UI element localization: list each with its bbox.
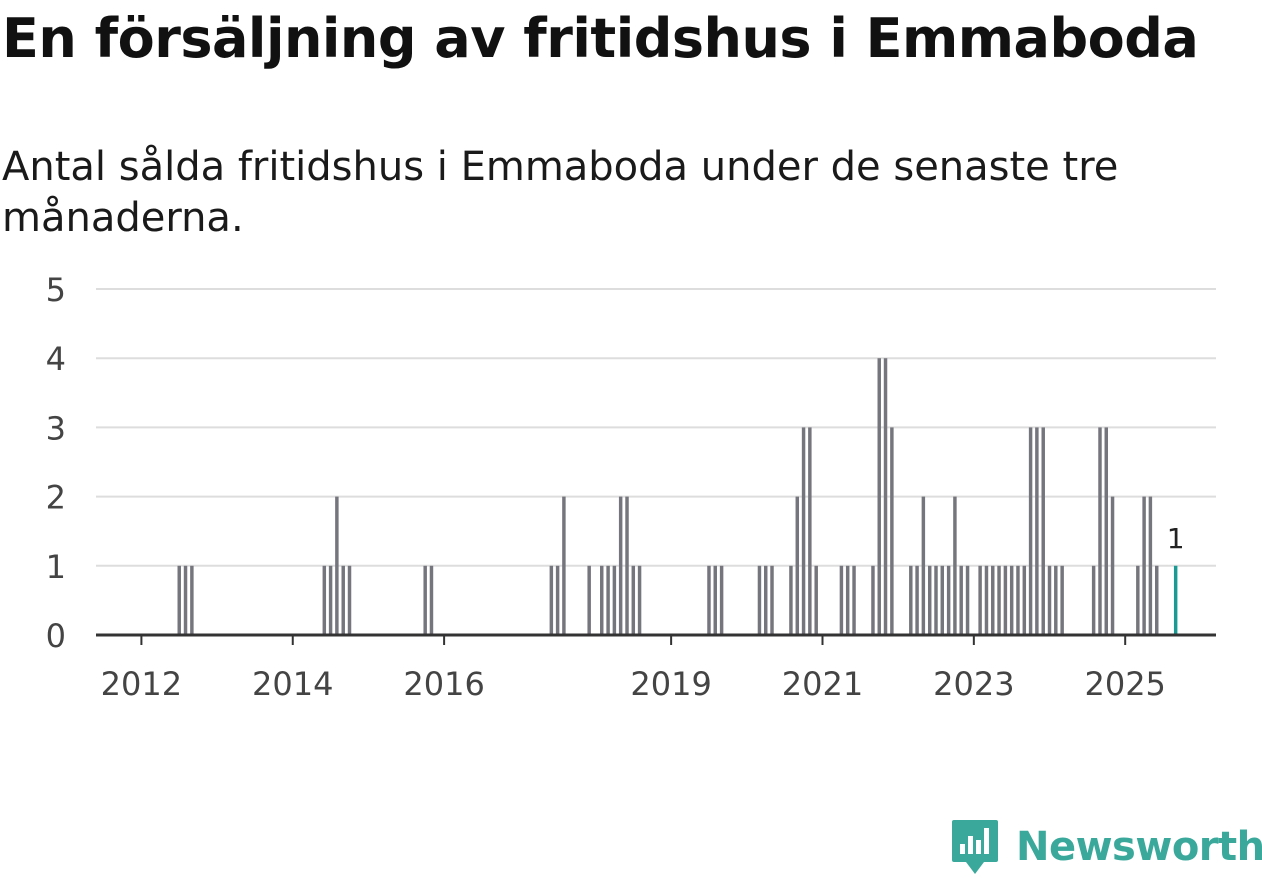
bar — [707, 565, 711, 635]
bar — [1098, 427, 1102, 635]
bar — [915, 565, 919, 635]
bar — [946, 565, 951, 635]
bar — [1060, 565, 1064, 635]
x-tick-label: 2023 — [933, 665, 1014, 700]
newsworthy-logo-icon — [952, 820, 998, 874]
x-tick-label: 2014 — [252, 665, 333, 700]
bar — [883, 358, 888, 635]
bar — [322, 565, 327, 635]
bar — [631, 565, 636, 635]
bar — [959, 565, 963, 635]
bar — [757, 565, 762, 635]
bar — [921, 496, 926, 635]
bar — [839, 565, 844, 635]
bar — [871, 565, 875, 635]
bar — [335, 496, 339, 635]
bar — [1041, 427, 1045, 635]
bar — [177, 565, 181, 635]
bar — [713, 565, 717, 635]
bar — [625, 496, 629, 635]
bar — [1016, 565, 1020, 635]
bar — [1054, 565, 1058, 635]
bar — [991, 565, 995, 635]
bar-latest — [1173, 565, 1178, 635]
chart-subtitle: Antal sålda fritidshus i Emmaboda under … — [2, 144, 1119, 241]
bar — [814, 565, 818, 635]
bar — [637, 565, 642, 635]
bar — [978, 565, 982, 635]
bar — [789, 565, 793, 635]
bar — [877, 358, 881, 635]
bar — [808, 427, 812, 635]
y-axis-labels: 0 1 2 3 4 5 — [46, 271, 66, 655]
bar-value-label: 1 — [1167, 522, 1185, 555]
x-tick-label: 2025 — [1084, 665, 1165, 700]
bar — [984, 565, 989, 635]
x-axis-ticks — [140, 635, 1127, 645]
bar — [183, 565, 188, 635]
bar — [965, 565, 970, 635]
bar — [190, 565, 194, 635]
newsworthy-logo: Newsworthy — [950, 818, 1262, 876]
bar — [997, 565, 1001, 635]
bar — [763, 565, 768, 635]
bar — [934, 565, 938, 635]
bar — [927, 565, 932, 635]
y-tick-label: 4 — [46, 340, 66, 378]
bar — [1148, 496, 1153, 635]
bar — [1104, 427, 1109, 635]
bar — [1110, 496, 1115, 635]
bar — [423, 565, 427, 635]
bar — [801, 427, 806, 635]
bar — [600, 565, 604, 635]
bar — [1091, 565, 1096, 635]
bar — [1136, 565, 1140, 635]
bar — [606, 565, 610, 635]
chart-title: En försäljning av fritidshus i Emmaboda — [2, 7, 1199, 70]
bar — [618, 496, 623, 635]
x-tick-label: 2016 — [403, 665, 484, 700]
y-tick-label: 0 — [46, 617, 66, 655]
bar — [890, 427, 894, 635]
gridlines — [96, 288, 1216, 567]
bar — [795, 496, 800, 635]
x-axis-labels: 2012 2014 2016 2019 2021 2023 2025 — [101, 665, 1166, 700]
bar — [1035, 427, 1039, 635]
brand-name: Newsworthy — [1016, 824, 1262, 870]
bar — [347, 565, 352, 635]
bar — [770, 565, 774, 635]
bar — [1022, 565, 1027, 635]
bar — [612, 565, 617, 635]
bar — [940, 565, 945, 635]
x-tick-label: 2012 — [101, 665, 182, 700]
bar — [1142, 496, 1146, 635]
y-tick-label: 3 — [46, 409, 66, 447]
bar — [845, 565, 850, 635]
y-tick-label: 5 — [46, 271, 66, 309]
bar — [341, 565, 345, 635]
data-labels: 1 — [1167, 522, 1185, 555]
y-tick-label: 2 — [46, 479, 66, 517]
bar — [562, 496, 566, 635]
x-tick-label: 2019 — [630, 665, 711, 700]
bar — [1009, 565, 1014, 635]
bar — [1003, 565, 1008, 635]
bar — [1047, 565, 1052, 635]
bar — [555, 565, 560, 635]
bar-chart: 0 1 2 3 4 5 2012 2014 2016 2019 2021 2023 2025 1 — [46, 271, 1216, 700]
bar — [587, 565, 591, 635]
bar — [549, 565, 554, 635]
y-tick-label: 1 — [46, 548, 66, 586]
bar — [719, 565, 724, 635]
bar — [1155, 565, 1159, 635]
bar — [1028, 427, 1033, 635]
x-tick-label: 2021 — [782, 665, 863, 700]
bar — [953, 496, 957, 635]
bar — [909, 565, 913, 635]
bar — [852, 565, 856, 635]
bars — [177, 358, 1178, 635]
bar — [429, 565, 434, 635]
bar — [328, 565, 333, 635]
